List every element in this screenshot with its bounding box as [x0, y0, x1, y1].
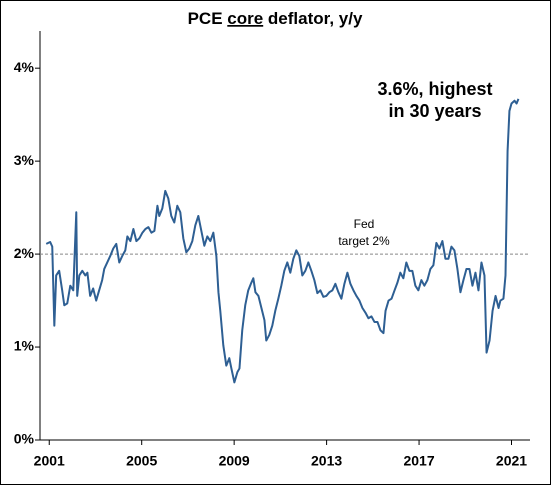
- title-part: deflator, y/y: [263, 9, 363, 28]
- y-tick-label: 1%: [14, 338, 35, 354]
- y-tick-label: 3%: [14, 152, 35, 168]
- data-line: [45, 98, 520, 384]
- y-tick-label: 2%: [14, 245, 35, 261]
- chart-title: PCE core deflator, y/y: [188, 9, 363, 28]
- title-part: PCE: [188, 9, 228, 28]
- annotation: in 30 years: [388, 101, 481, 121]
- x-tick-label: 2017: [403, 453, 434, 469]
- annotation: Fed: [354, 217, 375, 231]
- x-tick-label: 2013: [311, 453, 342, 469]
- title-part: core: [227, 9, 263, 28]
- annotation: 3.6%, highest: [377, 79, 492, 99]
- y-tick-label: 4%: [14, 59, 35, 75]
- x-tick-label: 2005: [126, 453, 157, 469]
- x-tick-label: 2021: [496, 453, 527, 469]
- y-tick-label: 0%: [14, 431, 35, 447]
- x-tick-label: 2001: [34, 453, 65, 469]
- annotation: target 2%: [338, 234, 390, 248]
- x-tick-label: 2009: [219, 453, 250, 469]
